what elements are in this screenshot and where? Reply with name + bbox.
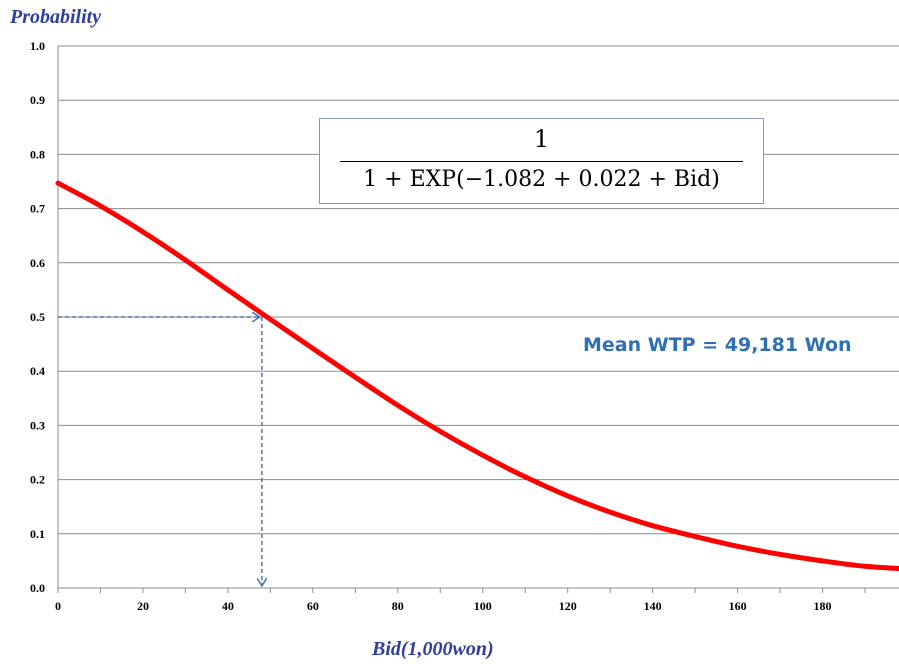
y-tick-label: 1.0	[30, 39, 45, 53]
x-tick-label: 20	[137, 599, 149, 613]
x-axis-title: Bid(1,000won)	[372, 638, 494, 660]
probability-curve	[55, 180, 899, 571]
x-tick-label: 80	[392, 599, 404, 613]
x-tick-label: 40	[222, 599, 234, 613]
x-tick-label: 160	[729, 599, 747, 613]
x-tick-label: 120	[559, 599, 577, 613]
y-axis-title: Probability	[10, 6, 102, 28]
formula-denominator: 1 + EXP(−1.082 + 0.022 + Bid)	[363, 167, 720, 192]
x-tick-label: 180	[814, 599, 832, 613]
x-tick-label: 140	[644, 599, 662, 613]
mean-wtp-annotation: Mean WTP = 49,181 Won	[583, 334, 852, 356]
formula-box: 1 1 + EXP(−1.082 + 0.022 + Bid)	[319, 118, 764, 204]
formula-fraction-bar	[340, 161, 743, 162]
x-tick-label: 100	[474, 599, 492, 613]
y-tick-label: 0.6	[30, 256, 45, 270]
x-tick-label: 0	[55, 599, 61, 613]
y-tick-label: 0.1	[30, 527, 45, 541]
y-tick-label: 0.2	[30, 473, 45, 487]
formula-numerator: 1	[533, 125, 550, 153]
x-tick-label: 60	[307, 599, 319, 613]
y-tick-label: 0.0	[30, 581, 45, 595]
y-tick-label: 0.8	[30, 147, 45, 161]
y-tick-label: 0.5	[30, 310, 45, 324]
y-tick-label: 0.7	[30, 202, 45, 216]
y-tick-label: 0.3	[30, 418, 45, 432]
y-tick-label: 0.9	[30, 93, 45, 107]
y-tick-label: 0.4	[30, 364, 45, 378]
